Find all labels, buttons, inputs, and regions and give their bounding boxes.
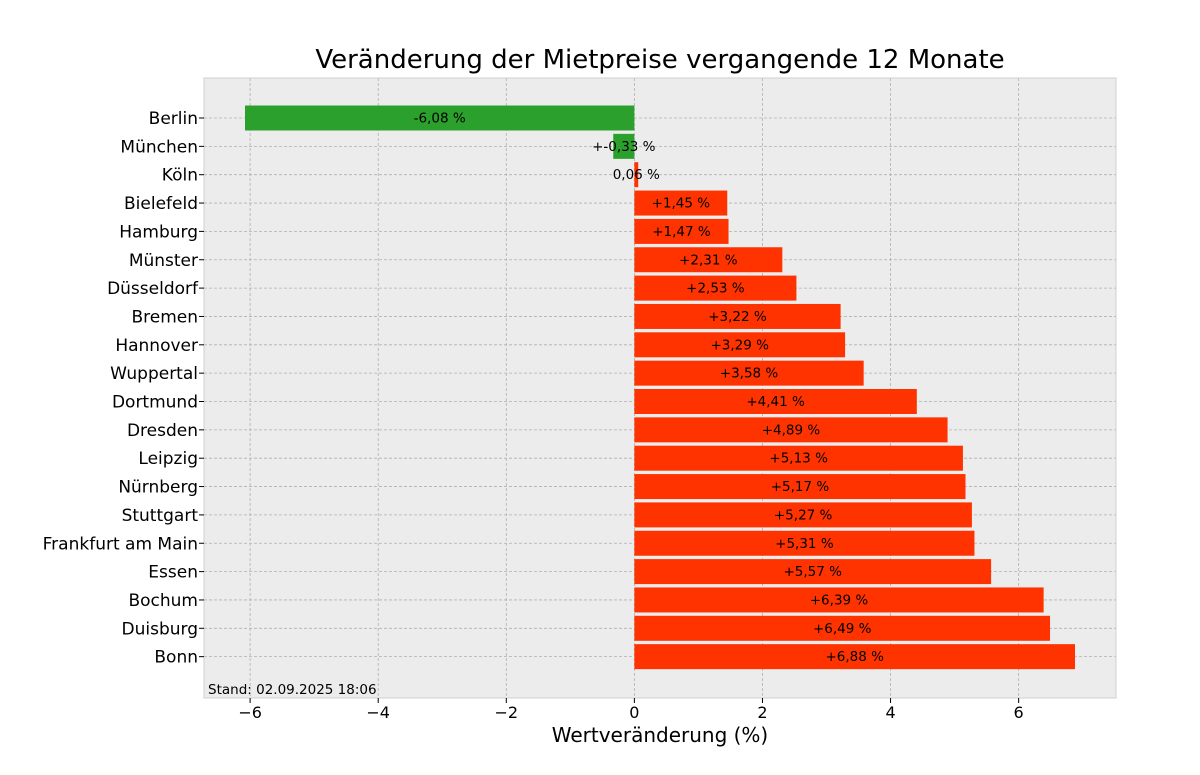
bar — [634, 360, 864, 386]
timestamp-footnote: Stand: 02.09.2025 18:06 — [208, 682, 377, 698]
chart-title: Veränderung der Mietpreise vergangende 1… — [315, 45, 1004, 75]
category-label: Köln — [162, 166, 198, 186]
bar-value-label: +1,45 % — [652, 196, 711, 212]
bar — [634, 275, 797, 301]
category-label: Bielefeld — [124, 194, 198, 214]
bar — [634, 445, 963, 471]
bar — [634, 417, 948, 443]
bar — [634, 332, 846, 358]
bar — [634, 474, 966, 500]
bar — [634, 587, 1044, 613]
category-label: Berlin — [149, 109, 198, 129]
x-axis-label: Wertveränderung (%) — [552, 723, 769, 747]
bar-value-label: +5,17 % — [771, 479, 830, 495]
bar — [634, 644, 1076, 670]
bar — [634, 502, 972, 528]
bar — [634, 247, 783, 273]
bar — [634, 530, 975, 556]
bar-value-label: +5,31 % — [775, 536, 834, 552]
x-tick-label: −4 — [366, 703, 390, 722]
bar-value-label: +3,58 % — [720, 366, 779, 382]
x-tick-label: −6 — [238, 703, 262, 722]
bar — [634, 303, 841, 329]
bar-value-label: +6,88 % — [825, 649, 884, 665]
bar-value-label: +6,39 % — [810, 592, 869, 608]
bar-value-label: +3,22 % — [708, 309, 767, 325]
bar-labels: -6,08 % +-0,33 % 0,06 % +1,45 % +1,47 % +2,31… — [414, 111, 884, 666]
category-label: Dortmund — [112, 393, 198, 413]
bar-value-label: +4,41 % — [746, 394, 805, 410]
bar — [634, 389, 917, 414]
bar — [634, 218, 729, 244]
category-label: Hamburg — [119, 222, 198, 242]
category-label: Düsseldorf — [107, 279, 199, 299]
bar-value-label: +-0,33 % — [592, 139, 656, 155]
category-label: Münster — [129, 251, 198, 271]
category-label: Wuppertal — [110, 364, 198, 384]
x-tick-label: 0 — [629, 703, 639, 722]
bar-value-label: 0,06 % — [613, 167, 660, 183]
bar-value-label: +3,29 % — [710, 337, 769, 353]
bar-value-label: -6,08 % — [414, 111, 466, 127]
x-tick-label: 2 — [757, 703, 767, 722]
category-label: Stuttgart — [122, 506, 199, 526]
bar-value-label: +6,49 % — [813, 621, 872, 637]
plot-frame — [203, 77, 1117, 699]
bar-value-label: +4,89 % — [762, 422, 821, 438]
category-label: Nürnberg — [118, 478, 198, 498]
category-label: Dresden — [127, 421, 198, 441]
x-tick-label: 6 — [1014, 703, 1024, 722]
category-label: Bremen — [131, 307, 198, 327]
bar — [634, 615, 1051, 641]
category-label: Leipzig — [138, 449, 198, 469]
x-tick-label: 4 — [885, 703, 895, 722]
category-label: Hannover — [115, 336, 198, 356]
bar — [634, 162, 639, 188]
bar-value-label: +5,27 % — [774, 507, 833, 523]
category-label: München — [120, 137, 198, 157]
category-label: Bonn — [154, 648, 198, 668]
bar-value-label: +1,47 % — [652, 224, 711, 240]
x-tick-label: −2 — [494, 703, 518, 722]
bar-value-label: +2,31 % — [679, 252, 738, 268]
bar-value-label: +5,57 % — [783, 564, 842, 580]
bar — [244, 105, 635, 131]
x-axis: −6 −4 −2 0 2 4 6 — [238, 698, 1024, 722]
bar-value-label: +5,13 % — [769, 451, 828, 467]
bar — [634, 559, 992, 585]
bar-value-label: +2,53 % — [686, 281, 745, 297]
category-label: Frankfurt am Main — [43, 534, 198, 554]
category-label: Essen — [148, 563, 198, 583]
bar — [613, 133, 635, 159]
bar — [634, 190, 728, 216]
category-label: Bochum — [128, 591, 198, 611]
category-label: Duisburg — [122, 619, 199, 639]
y-axis: Berlin München Köln Bielefeld Hamburg Münster… — [43, 109, 204, 668]
bars — [244, 105, 1076, 670]
